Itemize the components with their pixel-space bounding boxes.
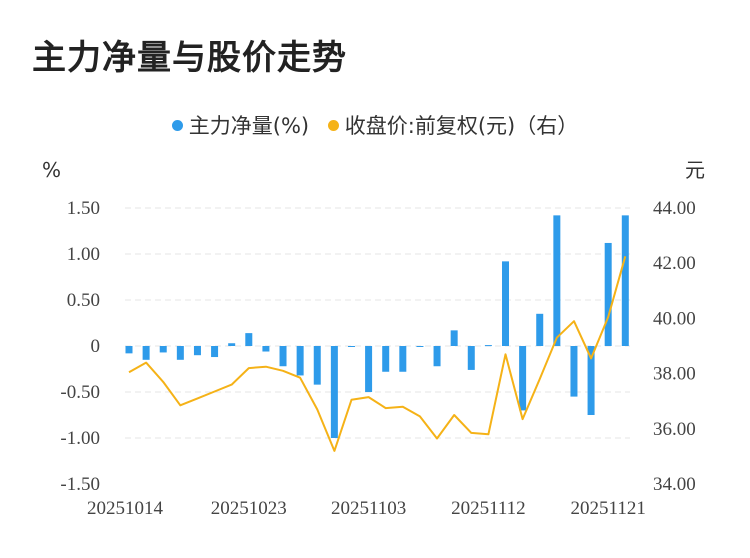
bar bbox=[604, 242, 612, 346]
bar bbox=[279, 346, 287, 367]
right-tick-label: 44.00 bbox=[653, 198, 696, 219]
right-tick-label: 36.00 bbox=[653, 419, 696, 440]
left-tick-label: -1.00 bbox=[60, 428, 100, 449]
right-tick-label: 38.00 bbox=[653, 364, 696, 385]
legend-label-close-price: 收盘价:前复权(元)（右） bbox=[344, 114, 579, 138]
bar bbox=[330, 346, 338, 438]
bar bbox=[621, 215, 629, 346]
bar bbox=[313, 346, 321, 385]
right-tick-label: 42.00 bbox=[653, 253, 696, 274]
bar bbox=[193, 346, 201, 356]
bar bbox=[587, 346, 595, 415]
x-tick-label: 20251014 bbox=[87, 498, 164, 519]
bar bbox=[347, 346, 355, 347]
right-axis-unit: 元 bbox=[685, 158, 705, 182]
x-tick-label: 20251023 bbox=[211, 498, 287, 519]
bar bbox=[382, 346, 390, 372]
legend-item-net-volume[interactable]: 主力净量(%) bbox=[171, 110, 310, 140]
bar bbox=[416, 346, 424, 347]
x-tick-label: 20251112 bbox=[451, 498, 526, 519]
left-tick-label: 0 bbox=[91, 336, 101, 357]
price-line bbox=[128, 256, 627, 452]
legend: 主力净量(%) 收盘价:前复权(元)（右） bbox=[0, 110, 750, 140]
bar bbox=[365, 346, 373, 392]
chart-title: 主力净量与股价走势 bbox=[32, 38, 347, 78]
bar bbox=[399, 346, 407, 372]
bar bbox=[433, 346, 441, 367]
bar bbox=[159, 346, 167, 353]
bar bbox=[228, 343, 236, 346]
bar bbox=[176, 346, 184, 360]
left-tick-label: 1.50 bbox=[67, 198, 100, 219]
legend-marker-bar bbox=[171, 119, 183, 131]
bar bbox=[553, 215, 561, 346]
x-tick-label: 20251121 bbox=[571, 498, 646, 519]
bar bbox=[519, 346, 527, 411]
bar bbox=[245, 333, 253, 346]
x-tick-label: 20251103 bbox=[331, 498, 406, 519]
left-axis-unit: % bbox=[42, 158, 61, 182]
left-tick-label: 0.50 bbox=[67, 290, 100, 311]
legend-item-close-price[interactable]: 收盘价:前复权(元)（右） bbox=[327, 110, 579, 140]
bar bbox=[296, 346, 304, 376]
bar bbox=[536, 313, 544, 346]
right-tick-label: 34.00 bbox=[653, 474, 696, 495]
left-tick-label: -0.50 bbox=[60, 382, 100, 403]
bar bbox=[450, 330, 458, 346]
bar bbox=[467, 346, 475, 370]
bar bbox=[502, 261, 510, 346]
legend-label-net-volume: 主力净量(%) bbox=[188, 114, 310, 138]
bar bbox=[211, 346, 219, 358]
bar bbox=[142, 346, 150, 360]
bar bbox=[262, 346, 270, 352]
bar bbox=[570, 346, 578, 397]
left-tick-label: -1.50 bbox=[60, 474, 100, 495]
bar bbox=[125, 346, 133, 354]
bar bbox=[484, 345, 492, 347]
right-tick-label: 40.00 bbox=[653, 308, 696, 329]
left-tick-label: 1.00 bbox=[67, 244, 100, 265]
legend-marker-line bbox=[327, 119, 339, 131]
